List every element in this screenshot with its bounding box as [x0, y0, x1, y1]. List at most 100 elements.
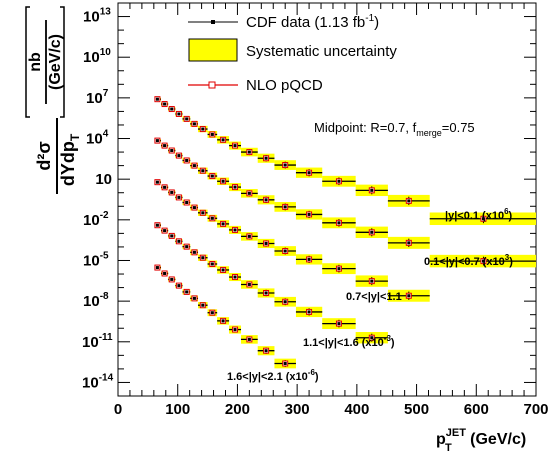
- data-point: [210, 132, 214, 136]
- data-point: [170, 234, 174, 238]
- legend-data-label-sup: -1: [365, 13, 374, 24]
- data-point: [210, 311, 214, 315]
- x-tick-label: 200: [225, 401, 250, 418]
- series-2: [154, 179, 430, 302]
- data-point: [221, 222, 225, 226]
- data-point: [264, 349, 268, 353]
- data-point: [155, 223, 159, 227]
- series-label-1-main: 0.1<|y|<0.7 (x10: [424, 256, 505, 268]
- x-axis-title-unit: (GeV/c): [466, 431, 526, 448]
- y-tick-label: 1013: [83, 7, 111, 26]
- data-point: [337, 179, 341, 183]
- y-tick-label: 10-5: [83, 250, 109, 269]
- data-point: [337, 221, 341, 225]
- data-point: [337, 322, 341, 326]
- series-label-4: 1.6<|y|<2.1 (x10-6): [227, 368, 319, 383]
- data-point: [247, 282, 251, 286]
- data-point: [283, 163, 287, 167]
- data-point: [283, 300, 287, 304]
- x-tick-label: 300: [285, 401, 310, 418]
- y-tick-label-base: 10: [86, 90, 103, 107]
- data-point: [283, 205, 287, 209]
- data-point: [221, 138, 225, 142]
- data-point: [163, 271, 167, 275]
- data-point: [155, 180, 159, 184]
- data-point: [170, 107, 174, 111]
- data-point: [177, 284, 181, 288]
- y-axis-unit-bracket-left: [25, 6, 30, 118]
- series-label-3-main: 1.1<|y|<1.6 (x10: [303, 337, 384, 349]
- data-point: [481, 259, 485, 263]
- data-point: [192, 164, 196, 168]
- algorithm-annotation-suffix: =0.75: [442, 120, 475, 135]
- data-point: [247, 150, 251, 154]
- legend-data-marker: [211, 20, 215, 24]
- series-label-0: |y|<0.1 (x106): [445, 207, 513, 222]
- series-1: [154, 137, 536, 268]
- y-axis-unit-numerator: nb: [27, 52, 44, 72]
- data-point: [370, 230, 374, 234]
- data-point: [177, 154, 181, 158]
- x-tick-label: 600: [464, 401, 489, 418]
- data-point: [185, 290, 189, 294]
- y-tick-label: 10: [95, 171, 112, 188]
- legend-entry-systematic: Systematic uncertainty: [188, 38, 397, 62]
- y-tick-label: 10-8: [83, 291, 109, 310]
- y-axis-title-numerator: d²σ: [34, 141, 54, 170]
- plot-area: 0 100 200 300 400 500 600 700101310101071041010…: [82, 2, 549, 418]
- data-point: [247, 234, 251, 238]
- data-point: [192, 250, 196, 254]
- x-tick-label: 700: [523, 401, 548, 418]
- data-point: [221, 179, 225, 183]
- data-point: [307, 257, 311, 261]
- legend-nlo-marker: [208, 81, 216, 89]
- y-tick-label-base: 10: [83, 212, 100, 229]
- legend-systematic-swatch: [188, 38, 238, 62]
- y-axis-title-denominator: dYdpT: [58, 133, 82, 186]
- data-point: [407, 241, 411, 245]
- series-label-1-sup: 3: [505, 253, 510, 262]
- data-point: [170, 190, 174, 194]
- data-point: [370, 336, 374, 340]
- data-point: [481, 217, 485, 221]
- y-tick-label: 104: [86, 129, 109, 148]
- y-tick-label: 10-11: [82, 332, 113, 351]
- data-point: [192, 296, 196, 300]
- y-tick-label-exponent: -5: [100, 250, 109, 261]
- series-label-3: 1.1<|y|<1.6 (x10-3): [303, 334, 395, 349]
- legend-data-label-main: CDF data (1.13 fb: [246, 14, 365, 31]
- data-point: [210, 174, 214, 178]
- data-point: [210, 262, 214, 266]
- series-label-3-suffix: ): [391, 337, 395, 349]
- data-point: [407, 199, 411, 203]
- x-axis-title-sup: JET: [446, 427, 466, 439]
- y-axis-unit-bracket-right: [60, 6, 65, 118]
- legend-data-label: CDF data (1.13 fb-1): [246, 13, 379, 31]
- y-tick-label-exponent: 10: [100, 47, 112, 58]
- y-tick-label-exponent: 4: [103, 129, 109, 140]
- y-tick-label-exponent: -2: [100, 210, 109, 221]
- algorithm-annotation: Midpoint: R=0.7, fmerge=0.75: [314, 120, 475, 138]
- data-point: [264, 291, 268, 295]
- data-point: [221, 319, 225, 323]
- y-tick-label: 10-2: [83, 210, 109, 229]
- y-tick-label-exponent: 13: [100, 7, 112, 18]
- data-point: [221, 268, 225, 272]
- data-point: [201, 211, 205, 215]
- legend-entry-nlo: NLO pQCD: [188, 77, 323, 94]
- data-point: [185, 117, 189, 121]
- legend-nlo-label: NLO pQCD: [246, 77, 323, 94]
- series-label-1: 0.1<|y|<0.7 (x103): [424, 253, 513, 268]
- series-label-4-main: 1.6<|y|<2.1 (x10: [227, 371, 308, 383]
- data-point: [264, 156, 268, 160]
- y-axis-title-denominator-main: dYdp: [58, 141, 78, 186]
- data-point: [247, 337, 251, 341]
- data-point: [163, 229, 167, 233]
- data-point: [233, 228, 237, 232]
- data-point: [192, 206, 196, 210]
- data-point: [170, 149, 174, 153]
- data-point: [370, 279, 374, 283]
- data-point: [185, 245, 189, 249]
- data-point: [201, 127, 205, 131]
- y-tick-label-base: 10: [86, 131, 103, 148]
